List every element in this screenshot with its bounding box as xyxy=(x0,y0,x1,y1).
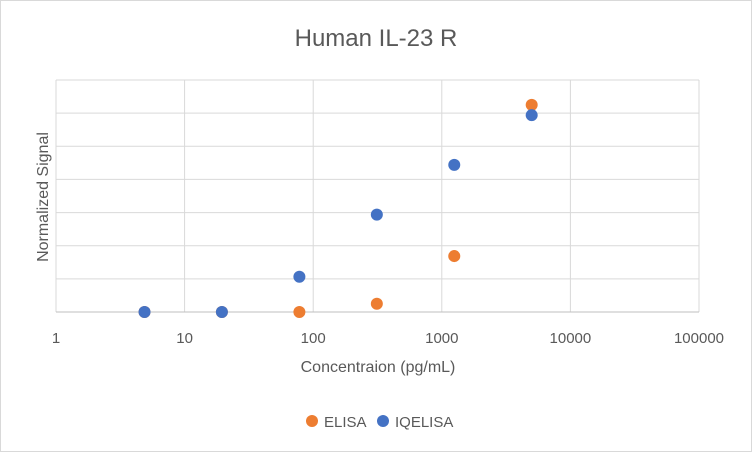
data-point-iqelisa xyxy=(215,306,228,318)
legend-marker-iqelisa xyxy=(377,415,389,427)
x-tick-label: 100 xyxy=(301,330,326,347)
data-point-elisa xyxy=(448,250,461,263)
legend-label-iqelisa: IQELISA xyxy=(395,414,453,431)
chart-title: Human IL-23 R xyxy=(295,25,458,52)
x-tick-label: 10000 xyxy=(550,330,592,347)
legend-label-elisa: ELISA xyxy=(324,414,367,431)
x-tick-label: 10 xyxy=(176,330,193,347)
data-point-iqelisa xyxy=(448,158,461,171)
data-point-iqelisa xyxy=(293,270,306,283)
data-point-iqelisa xyxy=(525,109,538,122)
data-point-iqelisa xyxy=(370,208,383,221)
data-point-elisa xyxy=(525,98,538,111)
horizontal-gridlines xyxy=(56,79,699,280)
data-point-elisa xyxy=(370,297,383,310)
legend: ELISA IQELISA xyxy=(306,414,453,431)
y-axis-label: Normalized Signal xyxy=(35,132,52,262)
data-point-elisa xyxy=(293,306,306,318)
x-tick-label: 1 xyxy=(52,330,60,347)
x-tick-label: 100000 xyxy=(674,330,724,347)
x-axis-label: Concentraion (pg/mL) xyxy=(301,359,456,376)
legend-marker-elisa xyxy=(306,415,318,427)
x-tick-label: 1000 xyxy=(425,330,458,347)
data-point-iqelisa xyxy=(138,306,151,318)
data-points xyxy=(138,98,538,318)
vertical-gridlines xyxy=(55,80,700,312)
x-tick-labels: 1 10 100 1000 10000 100000 xyxy=(52,330,724,347)
